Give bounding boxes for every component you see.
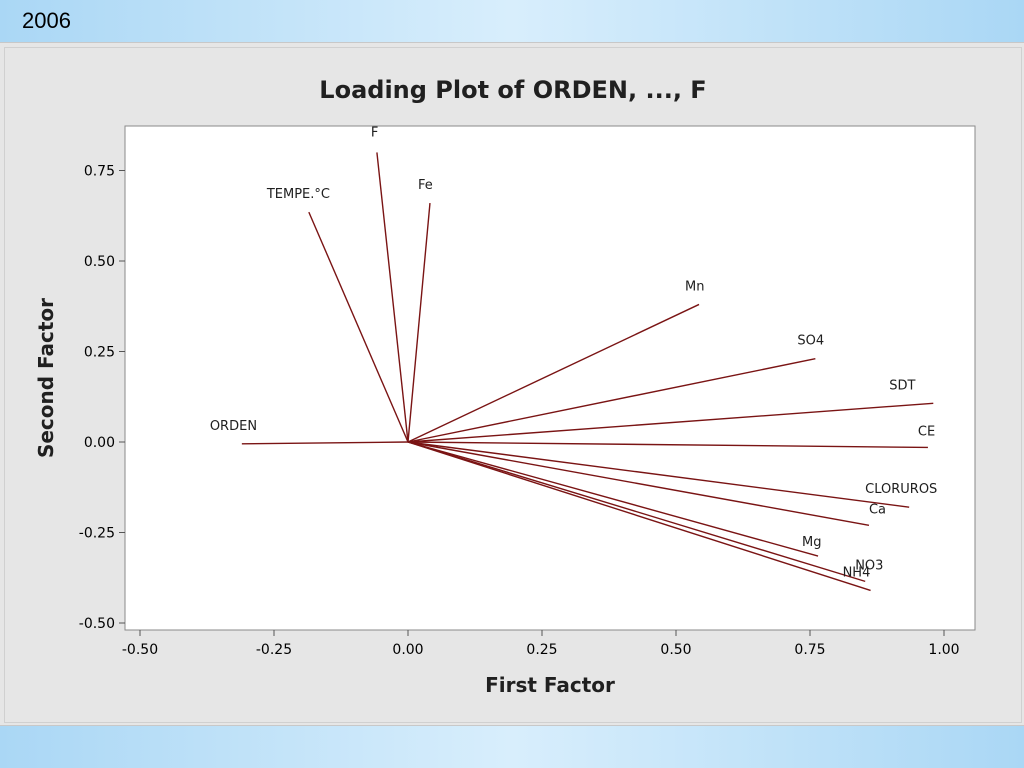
loading-vector-cloruros	[407, 441, 910, 508]
loading-label: NO3	[855, 558, 883, 573]
x-tick-label: 0.50	[660, 642, 691, 658]
loading-vector-fe	[407, 203, 431, 443]
y-tick-label: 0.50	[84, 254, 115, 270]
loading-label: SO4	[797, 334, 824, 349]
loading-label: CE	[918, 424, 935, 439]
y-tick-label: -0.50	[79, 616, 115, 632]
chart-title: Loading Plot of ORDEN, ..., F	[319, 76, 706, 104]
loading-label: CLORUROS	[865, 482, 937, 497]
loading-vector-mn	[407, 303, 700, 443]
plot-area	[124, 125, 976, 631]
loading-label: NH4	[843, 565, 871, 580]
x-tick-label: -0.50	[122, 642, 158, 658]
loading-label: ORDEN	[210, 419, 257, 434]
loading-label: Ca	[869, 502, 886, 517]
loading-vector-f	[376, 152, 409, 443]
loading-vector-nh4	[407, 441, 871, 592]
x-tick-label: 0.75	[794, 642, 825, 658]
loading-vector-orden	[241, 441, 409, 445]
loading-label: Mg	[802, 535, 821, 550]
x-tick-label: -0.25	[256, 642, 292, 658]
y-tick-label: 0.25	[84, 345, 115, 361]
year-label: 2006	[22, 8, 71, 33]
loading-label: TEMPE.°C	[266, 187, 330, 202]
loading-vector-mg	[407, 441, 819, 557]
loading-vector-ce	[407, 441, 928, 449]
x-axis-label: First Factor	[485, 673, 615, 697]
y-tick-label: -0.25	[79, 526, 115, 542]
chart-frame: Loading Plot of ORDEN, ..., F -0.50 -0.25…	[4, 47, 1022, 723]
loading-label: Fe	[418, 178, 433, 193]
loading-vector-tempe-c	[308, 211, 409, 443]
y-tick-label: 0.00	[84, 435, 115, 451]
x-tick-label: 1.00	[928, 642, 959, 658]
loading-vector-sdt	[407, 402, 934, 443]
y-axis-label: Second Factor	[34, 298, 58, 458]
loading-vector-so4	[407, 358, 816, 443]
x-tick-label: 0.25	[526, 642, 557, 658]
slide-panel: Loading Plot of ORDEN, ..., F -0.50 -0.25…	[0, 42, 1024, 726]
loading-vector-no3	[407, 441, 866, 583]
loading-plot: Loading Plot of ORDEN, ..., F -0.50 -0.25…	[34, 76, 976, 697]
loading-label: F	[371, 125, 378, 140]
loading-label: Mn	[685, 279, 704, 294]
y-tick-label: 0.75	[84, 164, 115, 180]
x-tick-label: 0.00	[392, 642, 423, 658]
loading-vector-ca	[407, 441, 870, 526]
loading-label: SDT	[889, 378, 915, 393]
